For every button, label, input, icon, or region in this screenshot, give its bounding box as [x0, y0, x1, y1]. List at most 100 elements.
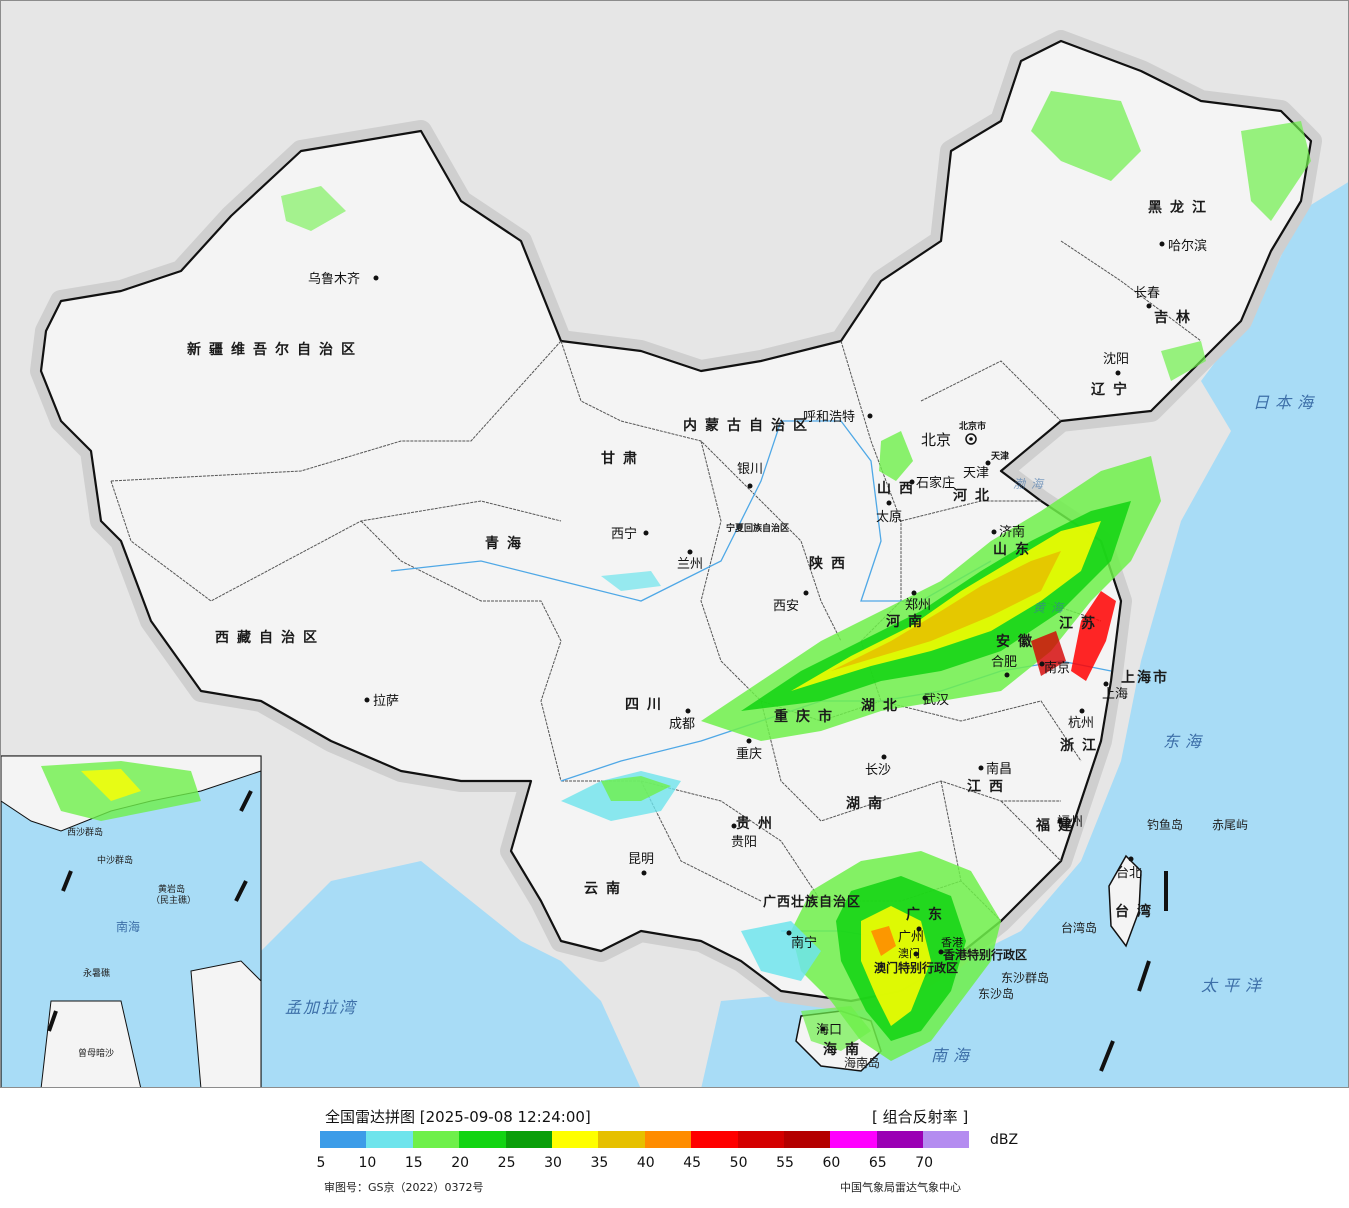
svg-text:呼和浩特: 呼和浩特	[803, 410, 855, 425]
label-guizhou: 贵州	[736, 815, 780, 832]
city-jinan: 济南	[991, 524, 1025, 540]
label-bohai: 渤海	[1013, 477, 1049, 491]
scale-tick-label: 10	[358, 1155, 377, 1171]
label-macau: 澳门特别行政区	[874, 960, 958, 975]
label-jiangxi: 江西	[967, 778, 1011, 795]
city-fuzhou: 福州	[1057, 815, 1083, 830]
city-haikou: 海口	[816, 1023, 842, 1038]
svg-text:澳门: 澳门	[898, 946, 920, 960]
label-zengmu: 曾母暗沙	[78, 1047, 114, 1059]
svg-text:福州: 福州	[1057, 815, 1083, 830]
label-xisha: 西沙群岛	[67, 826, 103, 838]
scale-swatch	[598, 1131, 645, 1148]
svg-text:哈尔滨: 哈尔滨	[1168, 238, 1207, 254]
svg-text:香港: 香港	[941, 936, 963, 949]
label-fujian: 福建	[1035, 817, 1080, 834]
taiwan-island	[1108, 854, 1142, 948]
svg-text:上海: 上海	[1102, 687, 1128, 702]
city-changchun: 长春	[1134, 286, 1160, 309]
scale-tick-label: 40	[636, 1155, 655, 1171]
city-xining: 西宁	[611, 526, 649, 542]
city-shijiazhuang: 石家庄	[909, 475, 955, 491]
label-japan-sea: 日本海	[1253, 393, 1319, 412]
label-anhui: 安徽	[996, 633, 1040, 650]
city-changsha: 长沙	[865, 754, 891, 778]
label-henan: 河南	[886, 613, 930, 630]
svg-text:台北: 台北	[1116, 866, 1142, 881]
radar-map: 新疆维吾尔自治区 西藏自治区 青海 甘肃 四川 内蒙古自治区 黑龙江 吉林 辽宁…	[0, 0, 1349, 1088]
sea-labels: 日本海 东海 太平洋 南海 孟加拉湾 黄海 渤海	[285, 393, 1319, 1065]
scale-swatch	[366, 1131, 413, 1148]
credit: 中国气象局雷达气象中心	[840, 1181, 961, 1194]
label-zhongsha: 中沙群岛	[97, 854, 133, 866]
label-beijing-municipality: 北京市	[959, 420, 986, 432]
label-shaanxi: 陕西	[809, 555, 853, 572]
svg-text:天津: 天津	[963, 466, 989, 481]
label-guangdong: 广东	[906, 906, 950, 923]
map-canvas: 新疆维吾尔自治区 西藏自治区 青海 甘肃 四川 内蒙古自治区 黑龙江 吉林 辽宁…	[1, 30, 1348, 1087]
scale-tick-label: 60	[822, 1155, 841, 1171]
scale-unit: dBZ	[990, 1132, 1019, 1148]
label-zhejiang: 浙江	[1060, 737, 1104, 754]
scale-swatch	[459, 1131, 506, 1148]
svg-text:太原: 太原	[876, 510, 902, 525]
city-lanzhou: 兰州	[677, 549, 703, 572]
label-sichuan: 四川	[625, 697, 669, 713]
label-xinjiang: 新疆维吾尔自治区	[187, 341, 363, 358]
label-inset-south-sea: 南海	[116, 919, 140, 934]
city-wuhan: 武汉	[922, 693, 949, 708]
label-hubei: 湖北	[861, 698, 905, 714]
city-macau: 澳门	[898, 946, 920, 960]
scale-swatch	[783, 1131, 831, 1148]
scale-tick-label: 35	[590, 1155, 609, 1171]
scale-swatch	[644, 1131, 692, 1148]
province-labels: 新疆维吾尔自治区 西藏自治区 青海 甘肃 四川 内蒙古自治区 黑龙江 吉林 辽宁…	[187, 199, 1206, 1058]
label-bengal: 孟加拉湾	[285, 998, 358, 1017]
dash-line	[47, 790, 1168, 1072]
south-sea-inset	[1, 755, 262, 1087]
label-south-sea: 南海	[931, 1046, 975, 1065]
city-hohhot: 呼和浩特	[803, 410, 873, 425]
svg-text:拉萨: 拉萨	[373, 694, 399, 709]
label-hunan: 湖南	[846, 795, 890, 812]
label-jiangsu: 江苏	[1059, 615, 1103, 632]
scale-tick-label: 5	[316, 1155, 326, 1171]
scale-swatch	[830, 1131, 877, 1148]
label-minzhu: （民主礁）	[151, 894, 196, 906]
label-chongqing: 重庆市	[774, 708, 840, 725]
label-neimenggu: 内蒙古自治区	[683, 417, 815, 434]
label-huangyan: 黄岩岛	[158, 883, 185, 895]
city-chongqing: 重庆	[736, 738, 762, 762]
svg-text:长春: 长春	[1134, 286, 1160, 301]
svg-text:贵阳: 贵阳	[731, 835, 757, 850]
scale-tick-label: 15	[404, 1155, 423, 1171]
svg-text:海口: 海口	[816, 1023, 842, 1038]
scale-swatch	[876, 1131, 924, 1148]
review-number: 审图号：GS京（2022）0372号	[324, 1181, 484, 1194]
scale-swatch	[505, 1131, 552, 1148]
label-shandong: 山东	[993, 541, 1037, 558]
city-taiyuan: 太原	[876, 500, 902, 525]
label-dongsha-islands: 东沙群岛	[1001, 970, 1049, 985]
scale-swatch	[412, 1131, 460, 1148]
svg-text:西安: 西安	[773, 599, 799, 614]
label-qinghai: 青海	[485, 535, 529, 552]
label-east-sea: 东海	[1163, 732, 1207, 751]
label-hebei: 河北	[953, 487, 997, 504]
svg-text:郑州: 郑州	[905, 598, 931, 613]
scale-swatch	[923, 1131, 970, 1148]
scale-swatch	[320, 1131, 367, 1148]
city-tianjin: 天津	[963, 460, 991, 481]
city-yinchuan: 银川	[737, 462, 763, 489]
svg-text:西宁: 西宁	[611, 526, 637, 542]
svg-text:长沙: 长沙	[865, 763, 891, 778]
label-xizang: 西藏自治区	[215, 629, 325, 646]
svg-text:广州: 广州	[898, 930, 924, 945]
svg-text:北京: 北京	[921, 431, 951, 449]
product-name: [ 组合反射率 ]	[872, 1108, 969, 1126]
bay-of-bengal	[231, 861, 641, 1087]
scale-tick-label: 65	[868, 1155, 887, 1171]
label-tianjin-municipality: 天津	[991, 450, 1009, 462]
label-diaoyu: 钓鱼岛	[1147, 817, 1183, 832]
city-hefei: 合肥	[991, 655, 1017, 678]
